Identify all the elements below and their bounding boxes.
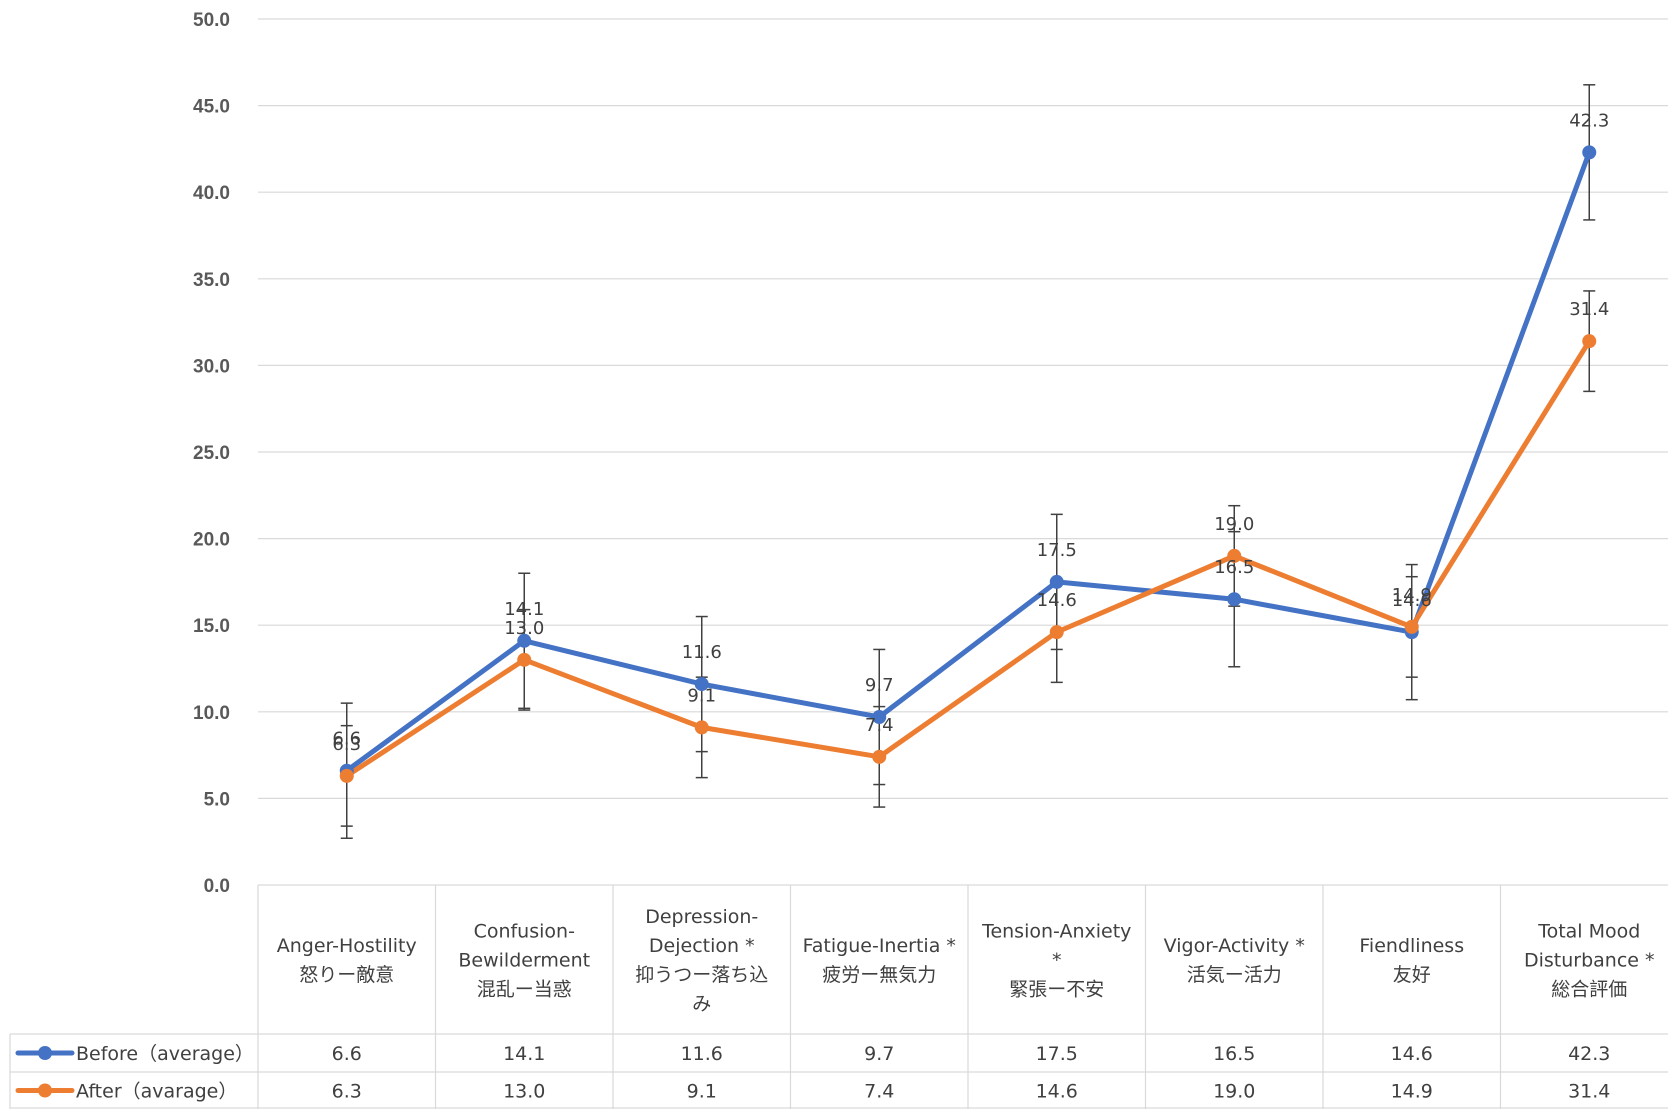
data-label: 7.4	[865, 715, 894, 736]
table-cell: 14.6	[1391, 1043, 1433, 1065]
data-point	[694, 677, 709, 692]
data-point	[1582, 145, 1597, 160]
data-point	[517, 652, 532, 667]
category-label: Depression-Dejection *抑うつー落ち込み	[635, 906, 768, 1015]
category-label: Tension-Anxiety *緊張ー不安	[981, 921, 1131, 1001]
series-lines	[344, 149, 1592, 779]
data-label: 14.1	[504, 599, 544, 620]
data-point	[1582, 334, 1597, 349]
table-cell: 14.9	[1391, 1081, 1433, 1103]
data-point	[1227, 592, 1242, 607]
legend-label: Before（average）	[76, 1043, 254, 1065]
data-labels: 6.6 14.1 11.6 9.7 17.5 16.5 14.6 42.3 6.3 13.0 9.1…	[332, 110, 1609, 755]
y-tick-label: 25.0	[193, 443, 230, 464]
y-tick-label: 40.0	[193, 183, 230, 204]
table-cell: 16.5	[1213, 1043, 1255, 1065]
legend-label: After（avarage）	[76, 1081, 237, 1103]
y-axis: 0.0 5.0 10.0 15.0 20.0 25.0 30.0 35.0 40.0 45.0 50…	[193, 10, 230, 897]
table-cell: 11.6	[681, 1043, 723, 1065]
table-cell: 9.7	[864, 1043, 894, 1065]
data-points	[339, 145, 1597, 783]
data-label: 9.7	[865, 675, 894, 696]
y-tick-label: 10.0	[193, 703, 230, 724]
data-label: 16.5	[1214, 557, 1254, 578]
legend-marker	[38, 1046, 52, 1060]
table-cell: 13.0	[503, 1081, 545, 1103]
data-label: 19.0	[1214, 514, 1254, 535]
data-label: 13.0	[504, 618, 544, 639]
category-label: Anger-Hostility 怒りー敵意	[277, 935, 417, 986]
data-label: 14.9	[1392, 585, 1432, 606]
y-tick-label: 15.0	[193, 616, 230, 637]
data-point	[339, 768, 354, 783]
table-cell: 14.1	[503, 1043, 545, 1065]
error-bars	[340, 84, 1596, 839]
data-point	[694, 720, 709, 735]
data-label: 42.3	[1569, 110, 1609, 131]
data-point	[1227, 548, 1242, 563]
data-point	[872, 749, 887, 764]
table-cell: 31.4	[1568, 1081, 1610, 1103]
series-line	[344, 149, 1592, 774]
category-label: Vigor-Activity *活気ー活力	[1164, 935, 1305, 986]
series-line	[344, 338, 1592, 779]
data-label: 11.6	[682, 642, 722, 663]
category-label: Fiendliness 友好	[1359, 935, 1464, 986]
table-cell: 17.5	[1036, 1043, 1078, 1065]
legend-marker	[38, 1083, 52, 1098]
table-cell: 42.3	[1568, 1043, 1610, 1065]
data-table: Anger-Hostility 怒りー敵意 Confusion-Bewilderme…	[9, 884, 1668, 1109]
data-label: 31.4	[1569, 299, 1609, 320]
category-label: Confusion-Bewilderment 混乱ー当惑	[458, 921, 590, 1001]
table-cell: 14.6	[1036, 1081, 1078, 1103]
table-cell: 7.4	[864, 1081, 894, 1103]
table-cell: 6.3	[332, 1081, 362, 1103]
data-point	[872, 709, 887, 724]
table-cell: 6.6	[332, 1043, 362, 1065]
y-tick-label: 35.0	[193, 270, 230, 291]
data-point	[1404, 619, 1419, 634]
data-label: 14.6	[1037, 590, 1077, 611]
y-tick-label: 5.0	[204, 789, 230, 810]
table-cell: 9.1	[687, 1081, 717, 1103]
data-label: 6.3	[332, 734, 361, 755]
data-label: 9.1	[687, 685, 716, 706]
data-label: 17.5	[1037, 540, 1077, 561]
gridlines	[258, 18, 1668, 800]
data-point	[517, 633, 532, 648]
y-tick-label: 20.0	[193, 530, 230, 551]
y-tick-label: 30.0	[193, 356, 230, 377]
y-tick-label: 50.0	[193, 10, 230, 31]
data-point	[1049, 625, 1064, 640]
table-cell: 19.0	[1213, 1081, 1255, 1103]
category-label: Fatigue-Inertia *疲労ー無気力	[803, 935, 956, 986]
y-tick-label: 0.0	[204, 876, 230, 897]
category-label: Total Mood Disturbance *総合評価	[1524, 921, 1655, 1001]
data-label: 14.6	[1392, 590, 1432, 611]
y-tick-label: 45.0	[193, 97, 230, 118]
data-label: 6.6	[332, 729, 361, 750]
data-point	[1049, 574, 1064, 589]
